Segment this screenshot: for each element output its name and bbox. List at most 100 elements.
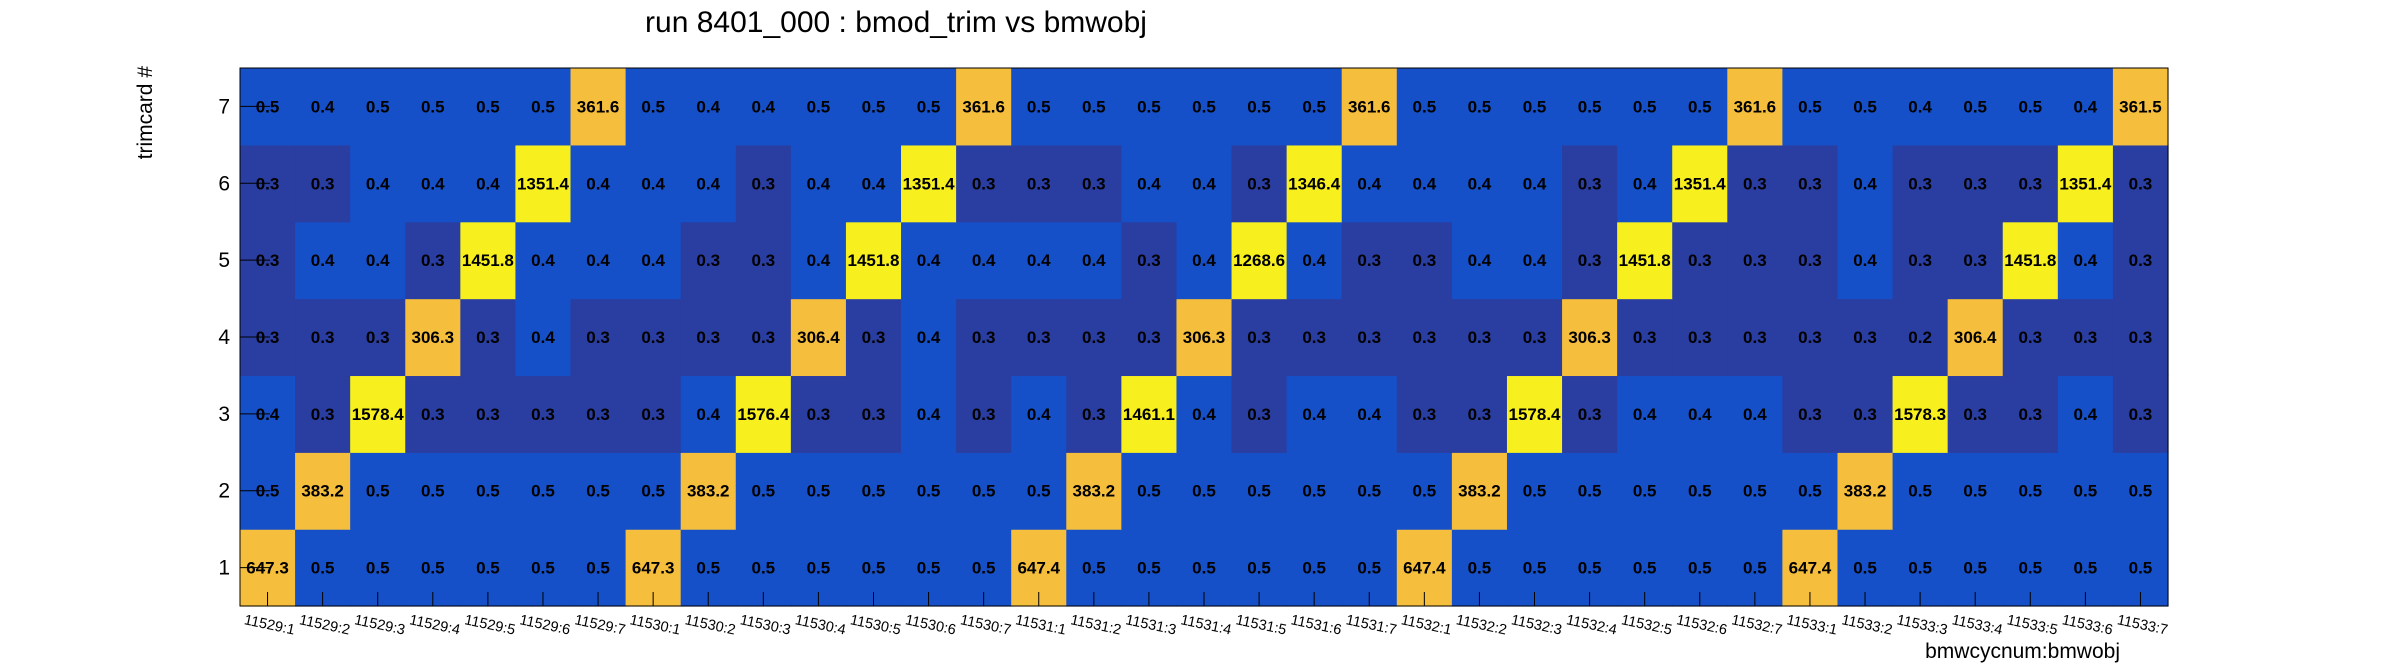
heatmap-cell: [1782, 221, 1839, 300]
cell-value-label: 0.3: [1798, 251, 1822, 270]
y-tick-label: 6: [218, 172, 230, 195]
cell-value-label: 0.4: [696, 405, 720, 424]
cell-value-label: 0.4: [1192, 405, 1216, 424]
heatmap-cell: [1782, 68, 1839, 146]
heatmap-cell: [1617, 452, 1673, 530]
cell-value-label: 1268.6: [1233, 251, 1285, 270]
cell-value-label: 0.4: [917, 251, 941, 270]
cell-value-label: 0.3: [1798, 174, 1822, 193]
cell-value-label: 0.4: [1082, 251, 1106, 270]
heatmap-cell: [295, 375, 351, 453]
heatmap-cell: [790, 452, 847, 530]
cell-value-label: 0.3: [1357, 251, 1381, 270]
x-tick-label: 11529:7: [573, 612, 627, 638]
x-tick-label: 11533:5: [2005, 612, 2059, 638]
heatmap-cell: [845, 221, 902, 300]
cell-value-label: 0.3: [972, 174, 996, 193]
cell-value-label: 0.3: [1743, 328, 1767, 347]
heatmap-cell: [1451, 452, 1508, 530]
heatmap-cell: [625, 221, 682, 300]
heatmap-cell: [515, 298, 572, 377]
cell-value-label: 0.5: [1908, 482, 1932, 501]
heatmap-cell: [1066, 221, 1122, 300]
heatmap-cell: [1396, 68, 1453, 146]
cell-value-label: 0.3: [1578, 405, 1602, 424]
heatmap-cell: [1396, 144, 1453, 223]
cell-value-label: 0.5: [751, 482, 775, 501]
heatmap-cell: [1451, 68, 1508, 146]
heatmap-cell: [295, 144, 351, 223]
cell-value-label: 0.5: [421, 482, 445, 501]
x-tick-label: 11533:1: [1785, 612, 1839, 638]
x-tick-label: 11531:7: [1344, 612, 1398, 638]
y-tick-label: 1: [218, 557, 230, 580]
cell-value-label: 0.3: [1908, 174, 1932, 193]
heatmap-cell: [2002, 68, 2059, 146]
heatmap-cell: [1947, 68, 2004, 146]
heatmap-cell: [1617, 68, 1673, 146]
heatmap-cell: [790, 68, 847, 146]
x-axis-title: bmwcycnum:bmwobj: [1925, 640, 2120, 663]
heatmap-cell: [1066, 144, 1122, 223]
heatmap-cell: [2057, 221, 2114, 300]
heatmap-cell: [1782, 144, 1839, 223]
cell-value-label: 0.5: [1247, 97, 1271, 116]
cell-value-label: 0.3: [1082, 328, 1106, 347]
cell-value-label: 0.3: [586, 328, 610, 347]
cell-value-label: 0.5: [641, 97, 665, 116]
heatmap-cell: [2002, 221, 2059, 300]
heatmap-cell: [1286, 144, 1343, 223]
heatmap-cell: [680, 298, 737, 377]
x-tick-label: 11530:1: [628, 612, 682, 638]
cell-value-label: 647.3: [632, 559, 675, 578]
cell-value-label: 0.3: [1578, 251, 1602, 270]
cell-value-label: 0.4: [1302, 405, 1326, 424]
cell-value-label: 0.3: [1082, 405, 1106, 424]
heatmap-cell: [1341, 298, 1398, 377]
cell-value-label: 0.4: [1027, 251, 1051, 270]
cell-value-label: 0.3: [2018, 328, 2042, 347]
cell-value-label: 0.3: [1027, 328, 1051, 347]
heatmap-cell: [956, 452, 1012, 530]
cell-value-label: 1578.4: [352, 405, 405, 424]
cell-value-label: 1351.4: [1674, 174, 1727, 193]
heatmap-cell: [1121, 375, 1178, 453]
cell-value-label: 0.3: [1963, 251, 1987, 270]
heatmap-cell: [515, 375, 572, 453]
heatmap-cell: [1892, 452, 1949, 530]
x-tick-label: 11530:2: [683, 612, 737, 638]
x-tick-label: 11532:2: [1455, 612, 1509, 638]
heatmap-cell: [2057, 298, 2114, 377]
heatmap-cell: [1121, 221, 1178, 300]
x-tick-label: 11529:2: [298, 612, 352, 638]
x-tick-label: 11530:5: [849, 612, 903, 638]
cell-value-label: 0.3: [1688, 251, 1712, 270]
heatmap-cell: [350, 221, 406, 300]
cell-value-label: 0.5: [917, 559, 941, 578]
heatmap-cell: [1231, 68, 1288, 146]
cell-value-label: 361.6: [1734, 97, 1777, 116]
heatmap-cell: [1396, 298, 1453, 377]
cell-value-label: 0.5: [1688, 97, 1712, 116]
heatmap-cell: [2112, 375, 2169, 453]
heatmap-cell: [1176, 68, 1233, 146]
heatmap-cell: [350, 68, 406, 146]
cell-value-label: 1451.8: [847, 251, 899, 270]
cell-value-label: 0.5: [1302, 482, 1326, 501]
cell-value-label: 0.3: [751, 251, 775, 270]
cell-value-label: 306.3: [412, 328, 455, 347]
cell-value-label: 0.3: [1798, 328, 1822, 347]
heatmap-cell: [2112, 221, 2169, 300]
cell-value-label: 1351.4: [517, 174, 570, 193]
heatmap-cell: [570, 375, 627, 453]
cell-value-label: 383.2: [1458, 482, 1501, 501]
x-tick-label: 11530:7: [959, 612, 1013, 638]
cell-value-label: 0.5: [1413, 482, 1437, 501]
x-tick-label: 11532:7: [1730, 612, 1784, 638]
cell-value-label: 0.5: [1578, 97, 1602, 116]
cell-value-label: 0.3: [1413, 405, 1437, 424]
cell-value-label: 647.4: [1403, 559, 1446, 578]
cell-value-label: 0.4: [1192, 251, 1216, 270]
cell-value-label: 0.4: [1688, 405, 1712, 424]
cell-value-label: 0.5: [1633, 559, 1657, 578]
